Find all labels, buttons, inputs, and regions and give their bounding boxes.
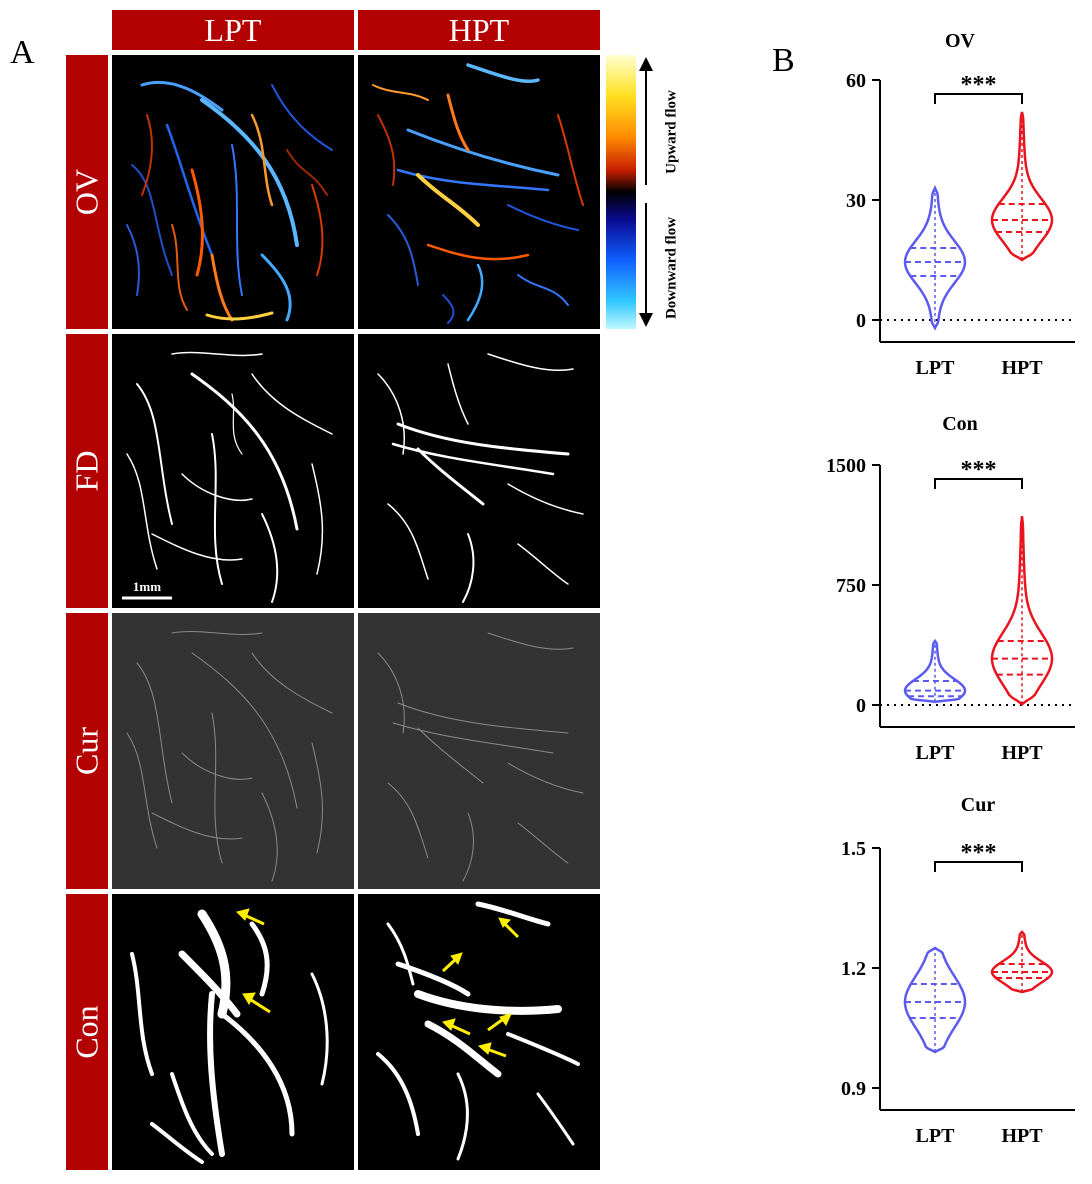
panel-b-letter: B	[772, 42, 795, 79]
violin-chart-ov: 0 30 60 LPT HPT ***	[846, 70, 1075, 379]
con-lpt-image	[112, 894, 354, 1170]
x-tick-label: HPT	[1001, 742, 1043, 764]
ov-hpt-image	[358, 55, 600, 329]
y-tick-label: 30	[846, 190, 866, 212]
row-header-cur: Cur	[66, 613, 108, 889]
violin-lpt	[903, 946, 967, 1054]
flow-direction-arrow	[639, 57, 653, 327]
arrow-icon	[498, 917, 520, 939]
violin-hpt	[990, 111, 1054, 262]
row-header-con: Con	[66, 894, 108, 1170]
panel-a-letter: A	[10, 34, 35, 71]
arrow-icon	[236, 908, 265, 926]
ov-lpt-image	[112, 55, 354, 329]
significance-bracket	[934, 861, 1023, 872]
arrow-icon	[441, 952, 463, 973]
column-header-hpt: HPT	[358, 10, 600, 50]
column-header-lpt: LPT	[112, 10, 354, 50]
y-tick-label: 1.5	[841, 838, 866, 860]
x-tick-label: HPT	[1001, 357, 1043, 379]
fd-hpt-image	[358, 334, 600, 608]
upward-flow-label: Upward flow	[663, 90, 680, 174]
downward-flow-label: Downward flow	[663, 216, 680, 320]
y-tick-label: 0	[856, 695, 866, 717]
y-tick-label: 750	[836, 575, 866, 597]
arrow-icon	[242, 992, 271, 1014]
y-tick-label: 60	[846, 70, 866, 92]
x-tick-label: LPT	[916, 742, 956, 764]
significance-label: ***	[961, 457, 997, 483]
y-tick-label: 1500	[826, 455, 866, 477]
chart-title-con: Con	[942, 413, 978, 435]
arrow-icon	[487, 1013, 512, 1032]
x-tick-label: LPT	[916, 357, 956, 379]
y-tick-label: 0	[856, 310, 866, 332]
violin-chart-cur: 0.9 1.2 1.5 LPT HPT ***	[841, 838, 1075, 1147]
flow-colorbar	[606, 55, 636, 329]
cur-lpt-image	[112, 613, 354, 889]
arrow-icon	[442, 1018, 471, 1036]
row-header-ov: OV	[66, 55, 108, 329]
y-tick-label: 1.2	[841, 958, 866, 980]
scale-bar-label: 1mm	[133, 579, 161, 594]
chart-title-ov: OV	[945, 30, 975, 52]
y-tick-label: 0.9	[841, 1078, 866, 1100]
fd-lpt-image: 1mm	[112, 334, 354, 608]
arrow-icon	[477, 1042, 507, 1058]
con-hpt-image	[358, 894, 600, 1170]
violin-hpt	[990, 516, 1054, 706]
chart-title-cur: Cur	[960, 794, 996, 816]
significance-bracket	[934, 478, 1023, 489]
cur-hpt-image	[358, 613, 600, 889]
x-tick-label: LPT	[916, 1125, 956, 1147]
row-header-fd: FD	[66, 334, 108, 608]
significance-label: ***	[961, 72, 997, 98]
significance-label: ***	[961, 840, 997, 866]
significance-bracket	[934, 93, 1023, 104]
violin-chart-con: 0 750 1500 LPT HPT ***	[826, 455, 1075, 764]
x-tick-label: HPT	[1001, 1125, 1043, 1147]
